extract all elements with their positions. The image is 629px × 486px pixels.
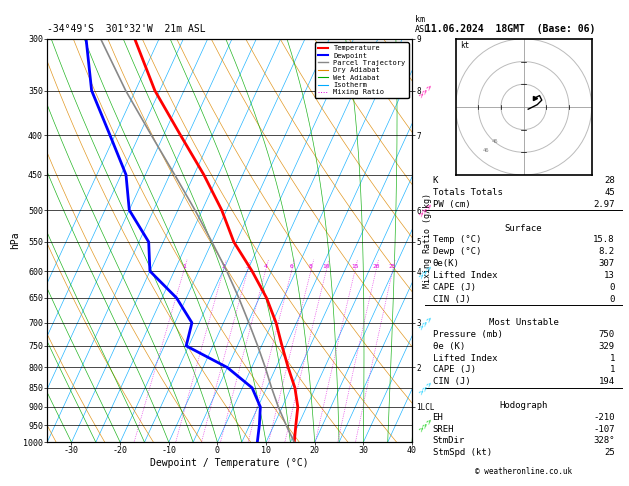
Text: 2.97: 2.97 (593, 200, 615, 209)
Text: 8.2: 8.2 (599, 247, 615, 256)
Text: θe (K): θe (K) (433, 342, 465, 351)
Text: 13: 13 (604, 271, 615, 280)
Text: 1: 1 (182, 264, 186, 269)
Text: 1: 1 (610, 365, 615, 374)
Text: EH: EH (433, 413, 443, 422)
Text: 10: 10 (323, 264, 330, 269)
Text: kt: kt (460, 41, 469, 50)
Text: Mixing Ratio (g/kg): Mixing Ratio (g/kg) (423, 193, 432, 288)
Text: >>>: >>> (417, 380, 434, 396)
Y-axis label: hPa: hPa (10, 232, 20, 249)
Legend: Temperature, Dewpoint, Parcel Trajectory, Dry Adiabat, Wet Adiabat, Isotherm, Mi: Temperature, Dewpoint, Parcel Trajectory… (314, 42, 408, 98)
Text: 4: 4 (264, 264, 267, 269)
Text: Lifted Index: Lifted Index (433, 354, 497, 363)
Text: >>>: >>> (417, 314, 434, 331)
Text: θe(K): θe(K) (433, 259, 459, 268)
Text: K: K (433, 176, 438, 185)
Text: Hodograph: Hodograph (499, 401, 548, 410)
Text: 25: 25 (389, 264, 396, 269)
Text: StmDir: StmDir (433, 436, 465, 445)
Text: 307: 307 (599, 259, 615, 268)
Text: 28: 28 (604, 176, 615, 185)
Text: CAPE (J): CAPE (J) (433, 283, 476, 292)
Text: -34°49'S  301°32'W  21m ASL: -34°49'S 301°32'W 21m ASL (47, 24, 206, 34)
Text: Lifted Index: Lifted Index (433, 271, 497, 280)
Text: 0: 0 (610, 295, 615, 304)
Text: 194: 194 (599, 377, 615, 386)
Text: CIN (J): CIN (J) (433, 295, 470, 304)
Text: 1: 1 (610, 354, 615, 363)
Text: Totals Totals: Totals Totals (433, 188, 503, 197)
Text: Most Unstable: Most Unstable (489, 318, 559, 327)
Text: 25: 25 (604, 448, 615, 457)
Text: >>>: >>> (417, 263, 434, 279)
Text: 329: 329 (599, 342, 615, 351)
Text: 20: 20 (372, 264, 379, 269)
Text: Surface: Surface (505, 224, 542, 233)
Text: 11.06.2024  18GMT  (Base: 06): 11.06.2024 18GMT (Base: 06) (425, 24, 595, 34)
Text: CIN (J): CIN (J) (433, 377, 470, 386)
Text: 8: 8 (309, 264, 313, 269)
Text: 2: 2 (221, 264, 225, 269)
Text: © weatheronline.co.uk: © weatheronline.co.uk (475, 467, 572, 476)
Text: 328°: 328° (593, 436, 615, 445)
Text: >>>: >>> (417, 417, 434, 434)
Text: 46: 46 (483, 148, 489, 153)
Text: 0: 0 (610, 283, 615, 292)
Text: km
ASL: km ASL (415, 15, 430, 34)
Text: 3: 3 (245, 264, 249, 269)
Text: >>>: >>> (417, 82, 434, 99)
Text: 45: 45 (604, 188, 615, 197)
Text: 750: 750 (599, 330, 615, 339)
Text: -210: -210 (593, 413, 615, 422)
Text: SREH: SREH (433, 424, 454, 434)
Text: 6: 6 (290, 264, 294, 269)
Text: Dewp (°C): Dewp (°C) (433, 247, 481, 256)
Text: StmSpd (kt): StmSpd (kt) (433, 448, 492, 457)
X-axis label: Dewpoint / Temperature (°C): Dewpoint / Temperature (°C) (150, 458, 309, 468)
Text: -107: -107 (593, 424, 615, 434)
Text: >>>: >>> (417, 202, 434, 218)
Text: 46: 46 (492, 139, 498, 144)
Text: 15: 15 (351, 264, 359, 269)
Text: Temp (°C): Temp (°C) (433, 235, 481, 244)
Text: Pressure (mb): Pressure (mb) (433, 330, 503, 339)
Text: CAPE (J): CAPE (J) (433, 365, 476, 374)
Text: 15.8: 15.8 (593, 235, 615, 244)
Text: PW (cm): PW (cm) (433, 200, 470, 209)
